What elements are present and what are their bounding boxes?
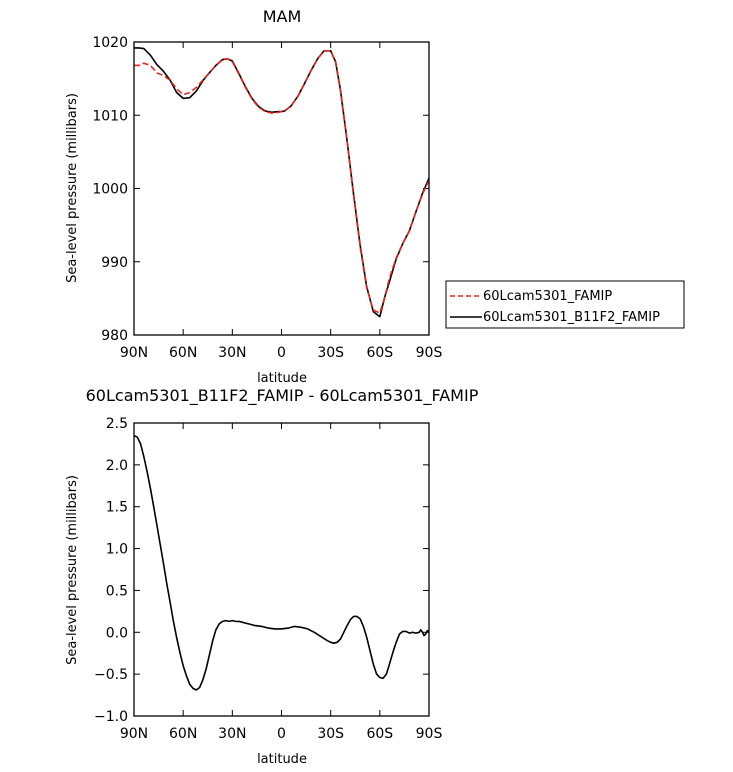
plot-frame [133,422,430,717]
series-lines [134,47,430,318]
difference-chart: 60Lcam5301_B11F2_FAMIP - 60Lcam5301_FAMI… [65,386,479,767]
chart-title: MAM [263,7,302,26]
x-tick-label: 60S [366,726,393,742]
x-ticks: 90N 60N 30N 0 30S 60S 90S [120,423,443,742]
series-line-60lcam5301-famip [134,49,430,314]
legend-label-b11f2: 60Lcam5301_B11F2_FAMIP [483,310,660,325]
y-tick-label: 0.0 [106,625,128,641]
y-tick-label: 1.0 [106,542,128,558]
x-tick-label: 30N [218,345,246,361]
y-ticks: −1.0 −0.5 0.0 0.5 1.0 1.5 2.0 2.5 [94,416,429,725]
x-tick-label: 90N [120,726,148,742]
x-tick-label: 90S [416,726,443,742]
y-tick-label: 2.0 [106,458,128,474]
x-tick-label: 0 [277,726,286,742]
x-ticks: 90N 60N 30N 0 30S 60S 90S [120,42,443,361]
y-axis-label: Sea-level pressure (millibars) [65,93,80,283]
y-axis-label: Sea-level pressure (millibars) [65,475,80,665]
series-line-difference [133,434,430,691]
y-tick-label: −1.0 [94,709,128,725]
series-line-60lcam5301-b11f2-famip [134,47,430,318]
y-tick-label: 1.5 [106,500,128,516]
x-axis-label: latitude [257,752,307,767]
legend: 60Lcam5301_FAMIP 60Lcam5301_B11F2_FAMIP [445,280,685,329]
x-tick-label: 60N [169,345,197,361]
y-tick-label: 1000 [92,182,128,198]
x-tick-label: 90S [416,345,443,361]
y-tick-label: 0.5 [106,583,128,599]
chart-title: 60Lcam5301_B11F2_FAMIP - 60Lcam5301_FAMI… [86,386,479,406]
x-tick-label: 30S [317,345,344,361]
y-tick-label: 2.5 [106,416,128,432]
x-tick-label: 60N [169,726,197,742]
x-tick-label: 30N [218,726,246,742]
legend-label-famip: 60Lcam5301_FAMIP [483,289,612,304]
series-lines [133,434,430,691]
y-tick-label: 990 [101,255,128,271]
x-axis-label: latitude [257,371,307,386]
x-tick-label: 60S [366,345,393,361]
y-ticks: 980 990 1000 1010 1020 [92,35,429,344]
y-tick-label: 980 [101,328,128,344]
y-tick-label: −0.5 [94,667,128,683]
legend-box [445,280,685,329]
plot-frame [133,41,430,336]
x-tick-label: 90N [120,345,148,361]
x-tick-label: 30S [317,726,344,742]
y-tick-label: 1010 [92,108,128,124]
x-tick-label: 0 [277,345,286,361]
mam-pressure-chart: MAM Sea-level pressure (millibars) latit… [65,7,442,386]
y-tick-label: 1020 [92,35,128,51]
